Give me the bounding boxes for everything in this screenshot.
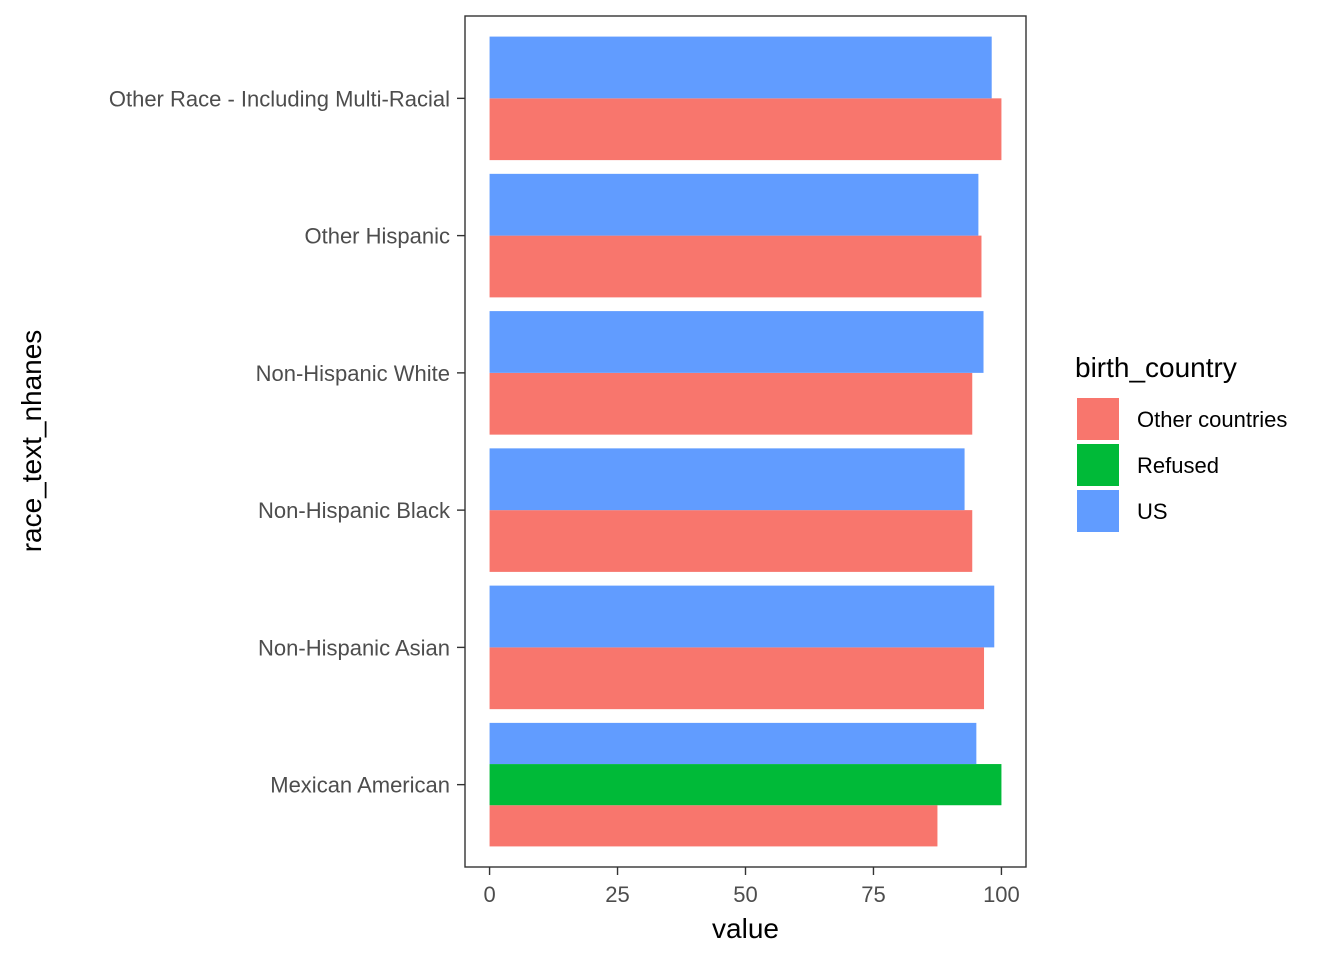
y-tick-label: Non-Hispanic Black [258, 498, 451, 523]
x-tick-label: 50 [733, 882, 757, 907]
bars-layer [489, 36, 1002, 847]
bar-us [489, 585, 995, 648]
bar-us [489, 311, 984, 373]
bar-other-countries [489, 372, 973, 435]
bar-other-countries [489, 647, 985, 710]
bar-us [489, 36, 992, 99]
y-tick-label: Non-Hispanic White [256, 361, 450, 386]
x-axis-title: value [712, 913, 779, 944]
bar-other-countries [489, 805, 938, 847]
y-tick-label: Other Hispanic [304, 224, 450, 249]
bar-other-countries [489, 98, 1002, 161]
legend-key-label: Refused [1137, 453, 1219, 478]
x-tick-label: 100 [983, 882, 1020, 907]
bar-us [489, 448, 965, 511]
legend-key-label: Other countries [1137, 407, 1287, 432]
y-tick-label: Other Race - Including Multi-Racial [109, 86, 450, 111]
bar-us [489, 173, 979, 236]
legend-key-swatch [1077, 398, 1119, 440]
legend-key-swatch [1077, 444, 1119, 486]
y-axis: Mexican American Non-Hispanic Asian Non-Hi… [109, 86, 465, 798]
x-tick-label: 0 [483, 882, 495, 907]
bar-other-countries [489, 235, 982, 298]
x-tick-label: 75 [861, 882, 885, 907]
y-tick-label: Mexican American [270, 773, 450, 798]
y-tick-label: Non-Hispanic Asian [258, 635, 450, 660]
bar-us [489, 722, 977, 765]
x-axis: 0 25 50 75 100 [483, 867, 1020, 907]
x-tick-label: 25 [605, 882, 629, 907]
legend-key-label: US [1137, 499, 1168, 524]
legend: birth_country Other countries Refused US [1075, 352, 1287, 532]
legend-key-swatch [1077, 490, 1119, 532]
y-axis-title: race_text_nhanes [16, 330, 47, 553]
bar-other-countries [489, 510, 973, 572]
bar-refused [489, 764, 1002, 806]
legend-title: birth_country [1075, 352, 1237, 383]
